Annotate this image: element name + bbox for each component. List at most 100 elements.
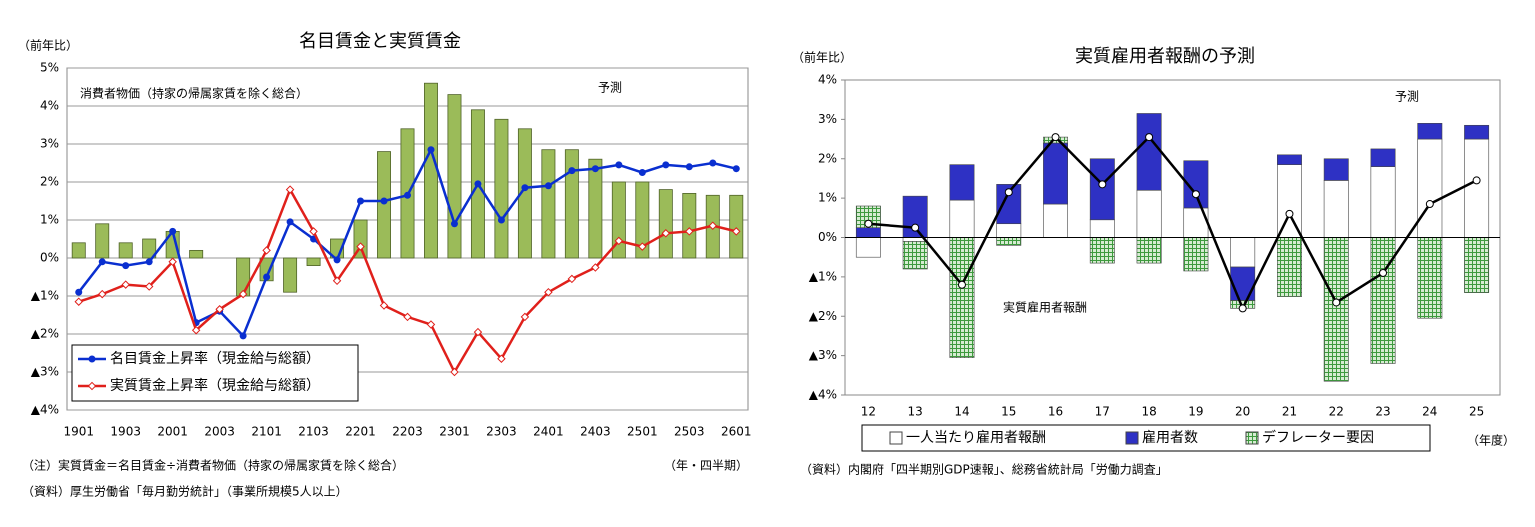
y-tick-label: 3% <box>818 112 837 126</box>
x-tick-label: 2501 <box>627 425 658 439</box>
bar-segment <box>1323 180 1349 238</box>
x-tick-label: 2503 <box>674 425 705 439</box>
point <box>662 161 670 169</box>
bar-segment <box>1277 164 1302 238</box>
bar <box>71 242 86 259</box>
bar-segment <box>1277 154 1302 165</box>
x-tick-label: 2601 <box>721 425 752 439</box>
legend-label: 名目賃金上昇率（現金給与総額） <box>110 350 320 367</box>
point <box>708 221 718 230</box>
point <box>191 325 201 335</box>
point <box>1472 176 1481 185</box>
bar-segment <box>855 237 881 258</box>
y-axis-label: （前年比） <box>792 50 852 65</box>
chart-title: 実質雇用者報酬の予測 <box>1075 46 1255 67</box>
y-tick-label: 3% <box>40 137 59 151</box>
bar-segment <box>996 223 1022 238</box>
bar <box>611 181 626 259</box>
x-tick-label: 20 <box>1235 405 1250 419</box>
point <box>497 216 505 224</box>
series-annotation: 実質雇用者報酬 <box>1003 300 1087 315</box>
bar-segment <box>1230 237 1256 268</box>
y-tick-label: ▲4% <box>31 403 59 417</box>
bar-segment <box>1464 138 1490 238</box>
bar-segment <box>1277 237 1302 297</box>
bar-segment <box>855 227 881 238</box>
x-tick-label: 1903 <box>110 425 141 439</box>
series-annotation: 消費者物価（持家の帰属家賃を除く総合） <box>80 86 308 101</box>
annotation: 予測 <box>1395 90 1419 104</box>
point <box>1425 200 1434 209</box>
x-tick-label: 2103 <box>298 425 329 439</box>
point <box>544 287 553 297</box>
point <box>1004 188 1013 197</box>
y-tick-label: 0% <box>818 230 837 244</box>
y-tick-label: 4% <box>40 99 59 113</box>
point <box>568 167 576 175</box>
x-tick-label: 14 <box>954 405 969 419</box>
point <box>732 227 741 236</box>
bar-segment <box>1183 160 1209 209</box>
y-tick-label: 2% <box>818 151 837 165</box>
point <box>98 258 106 266</box>
point <box>169 227 177 235</box>
bar <box>658 189 673 259</box>
point <box>732 165 740 173</box>
legend-marker <box>87 381 97 391</box>
legend-swatch <box>1125 431 1139 445</box>
point <box>685 227 694 236</box>
line <box>868 135 1478 312</box>
bar <box>729 194 744 259</box>
point <box>144 282 154 291</box>
point <box>911 223 920 232</box>
point <box>286 218 294 226</box>
note: （資料）厚生労働省「毎月勤労統計」（事業所規模5人以上） <box>22 484 348 499</box>
bar <box>494 118 509 259</box>
annotation: 予測 <box>598 81 622 95</box>
y-tick-label: ▲3% <box>809 348 837 362</box>
x-tick-label: 21 <box>1282 405 1297 419</box>
bar-segment <box>1417 123 1443 140</box>
point <box>1191 190 1200 199</box>
bar-segment <box>1417 138 1443 238</box>
note: （注）実質賃金＝名目賃金÷消費者物価（持家の帰属家賃を除く総合） <box>22 458 404 473</box>
bar-segment <box>1043 142 1069 205</box>
point <box>426 320 436 329</box>
x-tick-label: 16 <box>1048 405 1063 419</box>
x-tick-label: 13 <box>908 405 923 419</box>
x-tick-label: 22 <box>1329 405 1344 419</box>
point <box>1098 180 1107 189</box>
point <box>332 276 342 286</box>
point <box>1379 268 1388 277</box>
bar-segment <box>1417 237 1443 319</box>
y-tick-label: ▲2% <box>809 309 837 323</box>
bar <box>142 238 157 259</box>
x-tick-label: 12 <box>861 405 876 419</box>
point <box>380 197 388 205</box>
legend-label: 一人当たり雇用者報酬 <box>906 429 1046 446</box>
point <box>357 197 365 205</box>
point <box>333 256 341 264</box>
point <box>97 289 107 299</box>
y-tick-label: 1% <box>40 213 59 227</box>
x-tick-label: 17 <box>1095 405 1110 419</box>
point <box>239 332 247 340</box>
bar-segment <box>1464 124 1490 140</box>
bar-segment <box>1043 203 1069 238</box>
bar-segment <box>1136 113 1162 191</box>
bar <box>541 149 556 259</box>
y-tick-label: 4% <box>818 73 837 87</box>
bar-segment <box>1089 158 1115 221</box>
point <box>591 165 599 173</box>
point <box>168 257 177 267</box>
point <box>74 297 83 306</box>
x-tick-label: 2101 <box>251 425 282 439</box>
x-tick-label: 24 <box>1422 405 1437 419</box>
bar-segment <box>949 237 975 358</box>
point <box>615 161 623 169</box>
point <box>709 159 717 167</box>
y-tick-label: ▲1% <box>31 289 59 303</box>
x-tick-label: 2401 <box>533 425 564 439</box>
legend-label: デフレーター要因 <box>1262 429 1374 446</box>
